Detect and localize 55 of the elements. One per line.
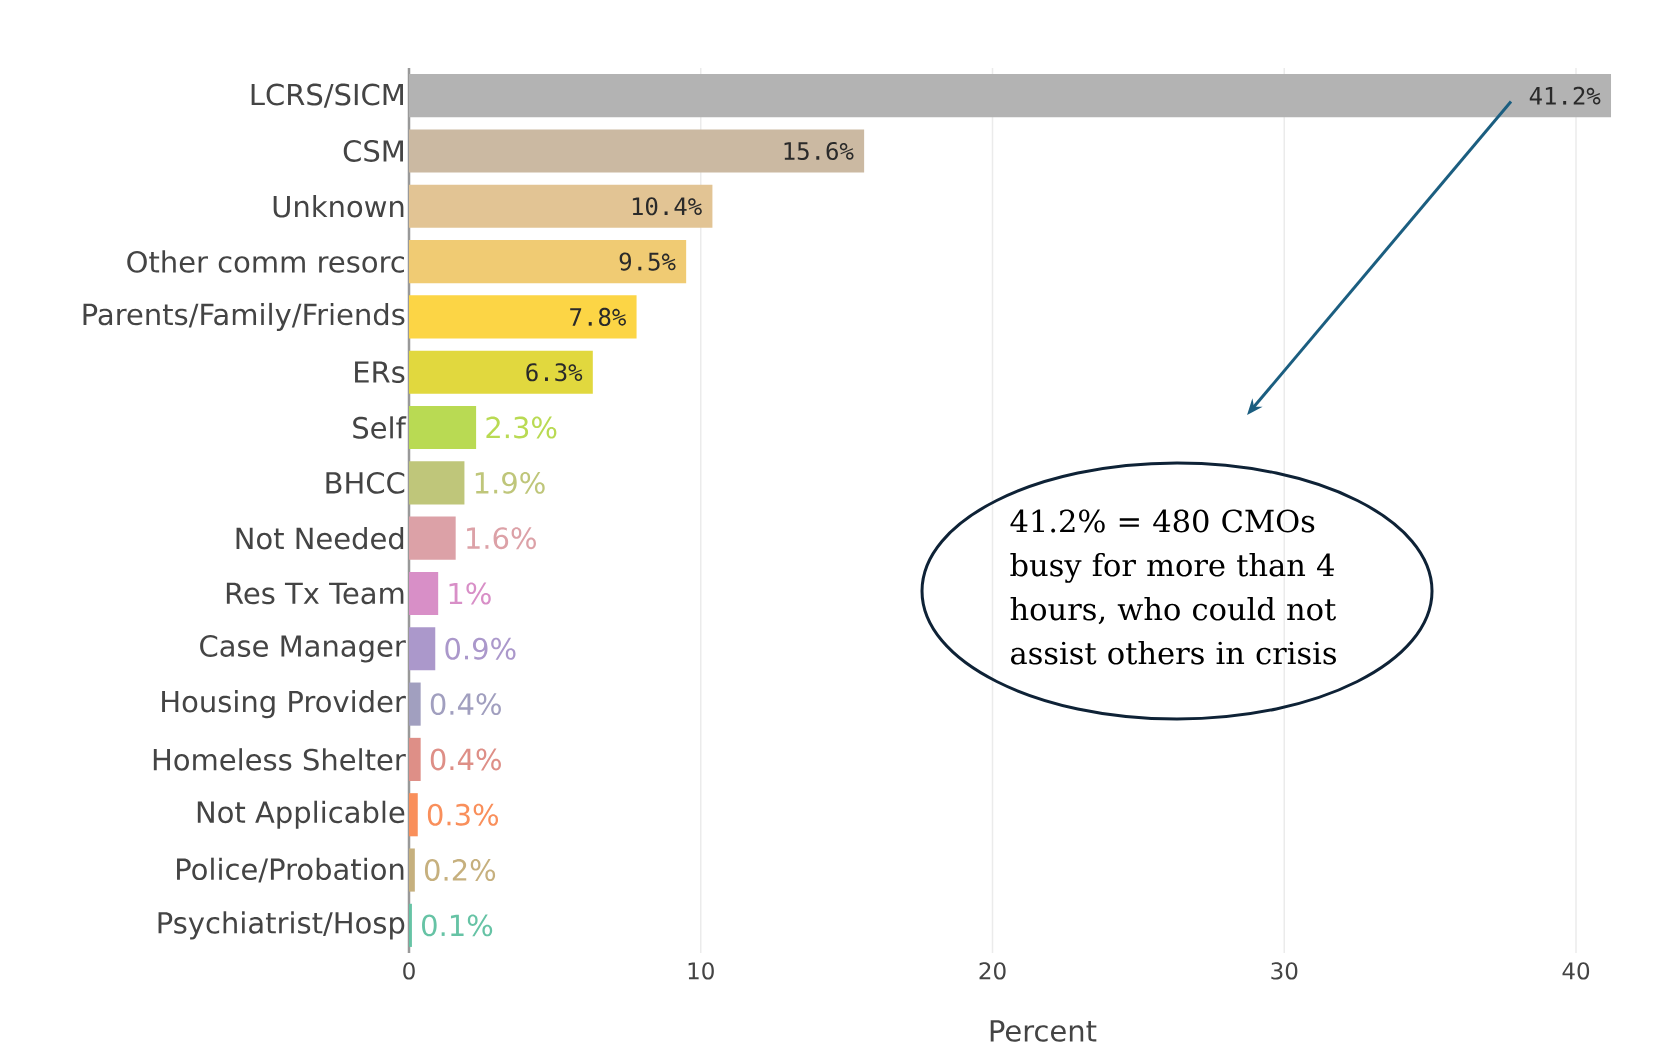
bar bbox=[409, 737, 421, 781]
data-label: 0.3% bbox=[427, 803, 499, 826]
bar bbox=[409, 682, 421, 726]
y-tick-label: Police/Probation bbox=[177, 857, 404, 883]
data-label: 41.2% bbox=[1529, 86, 1601, 105]
y-tick-label: Res Tx Team bbox=[226, 582, 404, 605]
x-tick-label: 40 bbox=[1562, 962, 1590, 980]
data-label: 0.9% bbox=[445, 637, 516, 660]
y-tick-label: Not Applicable bbox=[197, 800, 405, 829]
data-label: 7.8% bbox=[570, 307, 626, 326]
y-tick-label: Housing Provider bbox=[162, 690, 406, 719]
data-label: 1.6% bbox=[467, 527, 536, 550]
bar bbox=[409, 903, 412, 947]
y-tick-label: Parents/Family/Friends bbox=[83, 302, 405, 331]
data-label: 1.9% bbox=[475, 471, 545, 494]
x-axis-title: Percent bbox=[990, 1020, 1097, 1042]
bar bbox=[409, 516, 456, 560]
data-label: 0.4% bbox=[430, 748, 501, 771]
data-label: 1% bbox=[449, 582, 491, 605]
x-tick-label: 20 bbox=[979, 962, 1006, 980]
bar bbox=[409, 627, 436, 671]
data-label: 0.4% bbox=[430, 693, 501, 716]
y-tick-label: Homeless Shelter bbox=[153, 748, 406, 771]
bar bbox=[409, 461, 465, 505]
x-tick-label: 10 bbox=[688, 962, 714, 980]
x-tick-label: 30 bbox=[1271, 962, 1298, 980]
y-tick-label: Psychiatrist/Hosp bbox=[158, 911, 405, 940]
y-tick-label: Unknown bbox=[273, 195, 404, 218]
data-label: 0.2% bbox=[424, 859, 496, 882]
bar bbox=[409, 184, 713, 228]
data-label: 2.3% bbox=[486, 416, 557, 439]
y-tick-label: Not Needed bbox=[236, 526, 404, 550]
bar bbox=[409, 350, 593, 394]
y-tick-label: Self bbox=[353, 416, 407, 439]
y-tick-label: BHCC bbox=[326, 471, 405, 494]
data-label: 10.4% bbox=[632, 197, 702, 216]
bar bbox=[409, 74, 1612, 118]
data-label: 9.5% bbox=[619, 252, 676, 271]
y-tick-label: CSM bbox=[343, 140, 403, 162]
data-label: 6.3% bbox=[526, 363, 583, 382]
y-tick-label: Case Manager bbox=[200, 635, 406, 663]
bar bbox=[409, 571, 439, 616]
annotation: 41.2% = 480 CMOs busy for more than 4 hours, who could not assist others in crisis bbox=[1010, 509, 1337, 665]
bar bbox=[409, 405, 477, 450]
y-tick-label: Other comm resorc bbox=[127, 250, 404, 273]
bar bbox=[409, 240, 687, 284]
bar bbox=[409, 793, 418, 837]
bar bbox=[409, 295, 637, 339]
bar bbox=[409, 129, 865, 173]
data-label: 15.6% bbox=[784, 141, 854, 161]
y-tick-label: LCRS/SICM bbox=[251, 83, 403, 108]
y-tick-label: ERs bbox=[355, 361, 405, 383]
bar bbox=[409, 848, 415, 892]
data-label: 0.1% bbox=[422, 914, 493, 937]
x-tick-label: 0 bbox=[403, 962, 415, 980]
